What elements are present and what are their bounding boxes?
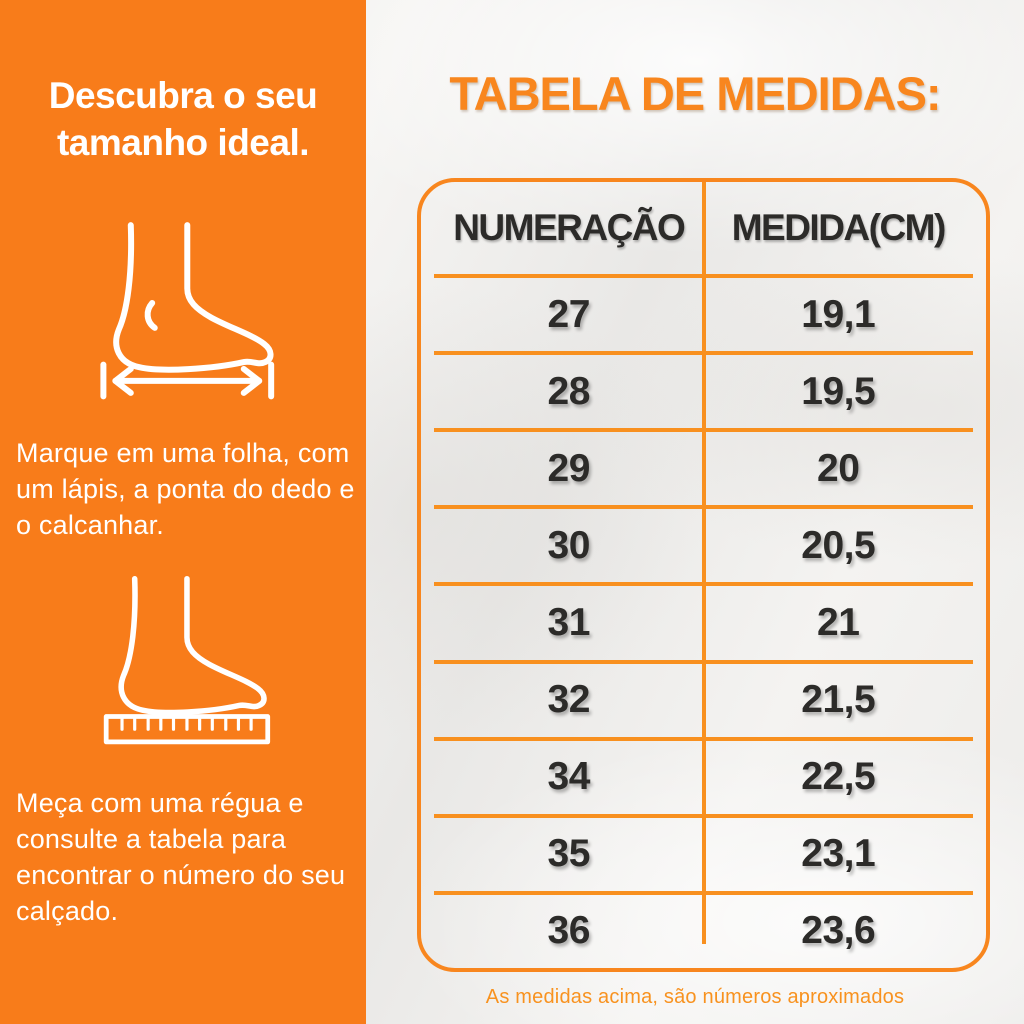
cell-medida: 22,5 bbox=[801, 755, 876, 799]
footnote: As medidas acima, são números aproximado… bbox=[485, 986, 905, 1008]
main-panel: TABELA DE MEDIDAS: NUMERAÇÃO MEDIDA(CM) … bbox=[366, 0, 1024, 1024]
sidebar-heading: Descubra o seu tamanho ideal. bbox=[48, 75, 318, 164]
cell-numeracao: 34 bbox=[547, 755, 591, 799]
instruction-mark: Marque em uma folha, com um lápis, a pon… bbox=[16, 438, 355, 540]
foot-length-arrow-svg bbox=[100, 222, 275, 400]
table-header-row: NUMERAÇÃO MEDIDA(CM) bbox=[434, 182, 973, 274]
cell-numeracao: 36 bbox=[547, 909, 591, 953]
cell-numeracao: 32 bbox=[547, 678, 591, 722]
cell-medida: 19,5 bbox=[801, 369, 876, 413]
column-header-medida: MEDIDA(CM) bbox=[731, 207, 947, 248]
cell-medida: 20,5 bbox=[801, 523, 876, 567]
cell-medida: 23,1 bbox=[801, 832, 876, 876]
foot-length-arrow-icon bbox=[76, 220, 290, 401]
cell-medida: 21,5 bbox=[801, 678, 876, 722]
column-header-numeracao: NUMERAÇÃO bbox=[453, 207, 686, 248]
cell-numeracao: 27 bbox=[547, 292, 591, 336]
cell-medida: 21 bbox=[817, 600, 860, 644]
cell-numeracao: 35 bbox=[547, 832, 591, 876]
cell-medida: 19,1 bbox=[801, 292, 876, 336]
size-table: NUMERAÇÃO MEDIDA(CM) 27 19,1 28 19,5 29 … bbox=[417, 178, 990, 972]
cell-numeracao: 30 bbox=[547, 523, 591, 567]
cell-medida: 20 bbox=[817, 446, 860, 490]
table-column-divider bbox=[701, 182, 706, 944]
cell-numeracao: 29 bbox=[547, 446, 591, 490]
instruction-measure: Meça com uma régua e consulte a tabela p… bbox=[16, 788, 346, 926]
cell-numeracao: 28 bbox=[547, 369, 591, 413]
cell-medida: 23,6 bbox=[801, 909, 876, 953]
foot-on-ruler-icon bbox=[84, 574, 282, 747]
page-title: TABELA DE MEDIDAS: bbox=[449, 67, 941, 120]
sidebar: Descubra o seu tamanho ideal. Marque em … bbox=[0, 0, 366, 1024]
cell-numeracao: 31 bbox=[547, 600, 591, 644]
foot-on-ruler-svg bbox=[103, 575, 271, 745]
